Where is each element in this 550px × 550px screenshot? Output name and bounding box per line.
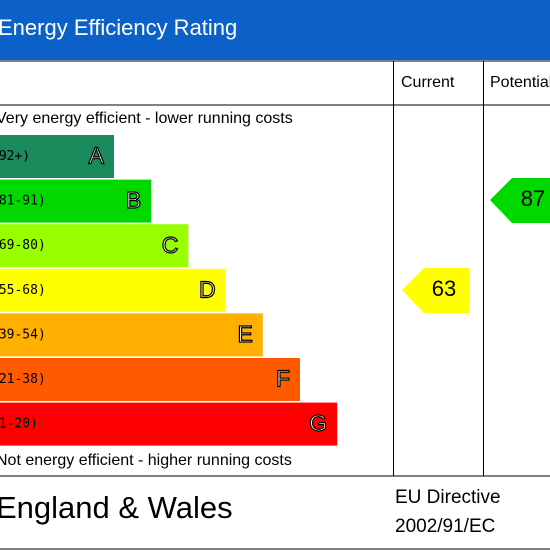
band-bar (0, 224, 189, 268)
current-value: 63 (432, 276, 456, 301)
band-letter: C (162, 232, 179, 258)
band-bar (0, 268, 226, 312)
band-range: (21-38) (0, 372, 46, 387)
band-letter: G (309, 410, 327, 436)
band-bar (0, 135, 114, 178)
potential-value: 87 (521, 186, 545, 211)
band-letter: A (89, 143, 105, 169)
header-title: Energy Efficiency Rating (0, 15, 237, 40)
band-bar (0, 402, 338, 446)
band-range: (55-68) (0, 283, 46, 298)
band-bar (0, 358, 300, 401)
top-note: Very energy efficient - lower running co… (0, 110, 293, 127)
header-bar (0, 0, 550, 60)
band-letter: E (237, 321, 252, 347)
band-letter: F (276, 366, 290, 392)
current-header: Current (401, 74, 455, 91)
band-range: (81-91) (0, 194, 46, 209)
band-bar (0, 313, 263, 357)
potential-arrow (490, 178, 550, 223)
bands: (92+) A (81-91) B (69-80) C (55-68) D (39-54) E (2… (0, 135, 338, 446)
region: England & Wales (0, 490, 233, 525)
table-lines (0, 60, 550, 550)
band-range: (39-54) (0, 327, 46, 342)
band-range: (1-20) (0, 417, 38, 432)
potential-header: Potential (490, 74, 550, 91)
band-bar (0, 179, 152, 223)
directive-line1: EU Directive (395, 487, 501, 508)
band-range: (92+) (0, 149, 30, 164)
band-letter: D (199, 276, 216, 302)
directive-line2: 2002/91/EC (395, 516, 495, 537)
current-arrow (402, 268, 469, 313)
bottom-note: Not energy efficient - higher running co… (0, 452, 292, 469)
band-range: (69-80) (0, 238, 46, 253)
band-letter: B (126, 187, 141, 213)
